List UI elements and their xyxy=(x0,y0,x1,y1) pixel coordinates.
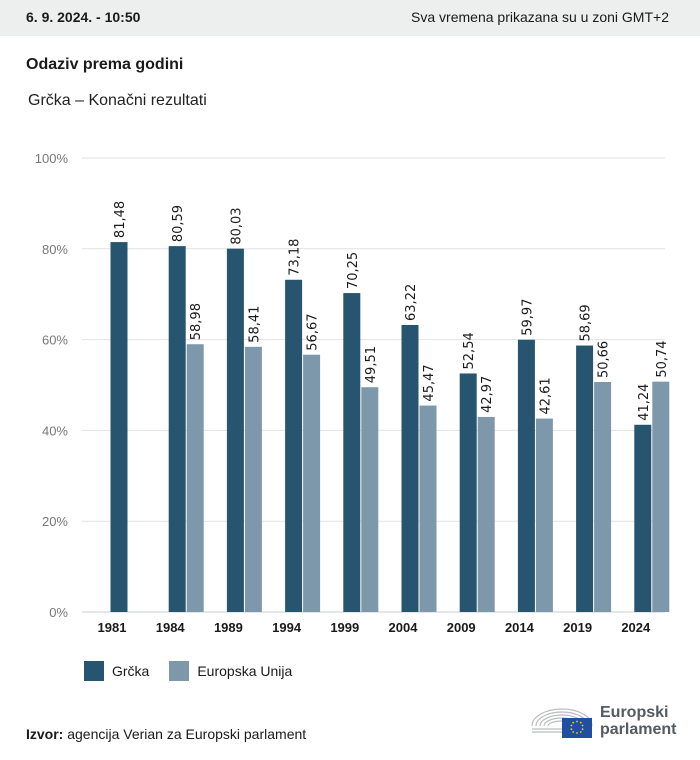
bar-greece xyxy=(401,324,419,612)
y-tick-label: 60% xyxy=(42,333,68,348)
y-tick-label: 20% xyxy=(42,514,68,529)
bar-greece xyxy=(110,242,128,612)
turnout-bar-chart: 0% 20% 40% 60% 80% 100% 81,48 1981 80,59 58,98 198… xyxy=(35,151,670,635)
x-tick-label: 1984 xyxy=(156,620,186,635)
x-tick-label: 1989 xyxy=(214,620,243,635)
logo-line-2: parlament xyxy=(600,721,677,738)
data-label: 63,22 xyxy=(404,284,419,321)
legend-swatch-eu xyxy=(169,661,190,681)
x-tick-label: 2024 xyxy=(621,620,651,635)
x-tick-label: 1981 xyxy=(98,620,127,635)
x-tick-label: 1994 xyxy=(272,620,302,635)
data-label: 58,98 xyxy=(189,303,204,340)
legend-item-eu: Europska Unija xyxy=(169,661,292,681)
bar-eu xyxy=(477,416,495,612)
x-tick-label: 2009 xyxy=(447,620,476,635)
x-tick-label: 2019 xyxy=(563,620,592,635)
data-label: 80,03 xyxy=(229,207,244,244)
bar-greece xyxy=(226,248,244,612)
bar-eu xyxy=(186,344,204,612)
x-tick-label: 1999 xyxy=(330,620,359,635)
legend-label-eu: Europska Unija xyxy=(197,663,293,679)
data-label: 42,97 xyxy=(480,376,495,413)
data-label: 50,74 xyxy=(655,340,670,377)
y-tick-label: 40% xyxy=(42,423,68,438)
bar-eu xyxy=(652,381,670,612)
timezone-note: Sva vremena prikazana su u zoni GMT+2 xyxy=(411,9,669,25)
bar-greece xyxy=(285,279,303,612)
bar-greece xyxy=(576,345,594,612)
parliament-hemicycle-icon xyxy=(531,708,593,738)
bar-eu xyxy=(594,382,612,612)
bar-eu xyxy=(535,418,553,612)
european-parliament-logo: Europski parlament xyxy=(528,702,678,742)
legend: Grčka Europska Unija xyxy=(84,661,312,681)
data-label: 41,24 xyxy=(637,384,652,421)
bar-greece xyxy=(634,424,652,612)
chart-title: Odaziv prema godini xyxy=(26,56,184,73)
logo-text: Europski parlament xyxy=(600,704,676,738)
eu-flag-icon xyxy=(562,718,592,738)
data-label: 73,18 xyxy=(288,239,303,276)
source-note: Izvor: agencija Verian za Europski parla… xyxy=(26,726,306,742)
source-text: agencija Verian za Europski parlament xyxy=(63,726,307,742)
data-label: 52,54 xyxy=(462,332,477,369)
data-label: 81,48 xyxy=(113,201,128,238)
data-label: 42,61 xyxy=(538,377,553,414)
y-tick-label: 80% xyxy=(42,242,68,257)
data-label: 80,59 xyxy=(171,205,186,242)
top-bar: 6. 9. 2024. - 10:50 Sva vremena prikazan… xyxy=(0,0,700,36)
bar-greece xyxy=(459,373,477,612)
bar-eu xyxy=(361,387,379,612)
data-label: 70,25 xyxy=(346,252,361,289)
source-label: Izvor: xyxy=(26,726,64,742)
logo-line-1: Europski xyxy=(600,704,669,721)
data-label: 59,97 xyxy=(520,299,535,336)
data-label: 58,41 xyxy=(247,306,262,343)
legend-swatch-greece xyxy=(84,661,104,681)
legend-label-greece: Grčka xyxy=(112,663,150,679)
bar-eu xyxy=(303,354,321,612)
date-time: 6. 9. 2024. - 10:50 xyxy=(26,9,141,25)
data-label: 58,69 xyxy=(579,304,594,341)
bar-eu xyxy=(244,346,262,612)
x-tick-label: 2014 xyxy=(505,620,535,635)
x-tick-label: 2004 xyxy=(389,620,419,635)
data-label: 56,67 xyxy=(306,313,321,350)
chart-subtitle: Grčka – Konačni rezultati xyxy=(28,92,207,109)
legend-item-greece: Grčka xyxy=(84,661,149,681)
bar-eu xyxy=(419,405,437,612)
bar-greece xyxy=(343,293,361,612)
data-label: 45,47 xyxy=(422,364,437,401)
bar-greece xyxy=(168,246,186,612)
bar-greece xyxy=(517,339,535,612)
data-label: 50,66 xyxy=(597,341,612,378)
data-label: 49,51 xyxy=(364,346,379,383)
y-tick-label: 100% xyxy=(35,151,69,166)
y-tick-label: 0% xyxy=(49,605,68,620)
